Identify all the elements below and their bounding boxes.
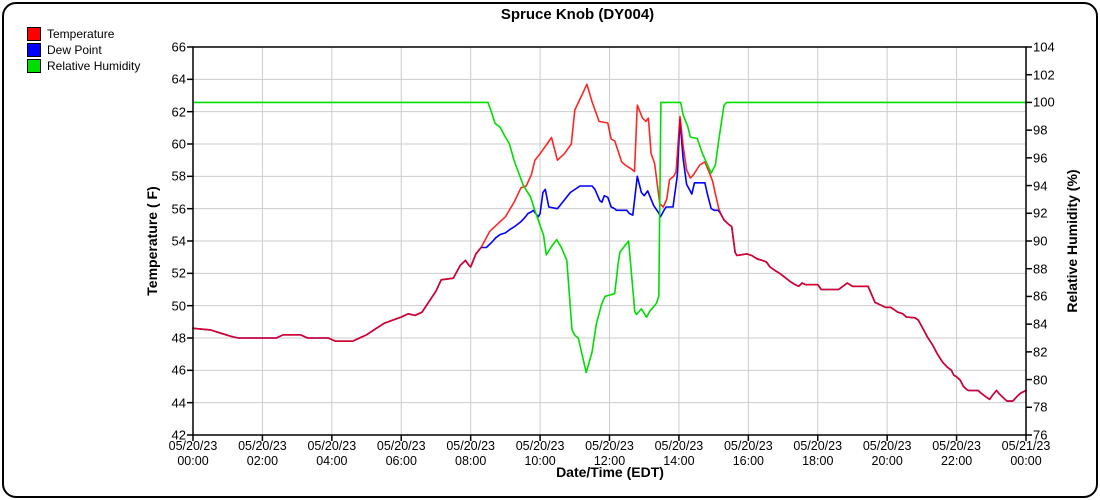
right-axis-tick-label: 92	[1033, 205, 1048, 221]
x-axis-tick-label: 05/20/23 06:00	[376, 439, 426, 468]
x-axis-tick-label: 05/20/23 08:00	[446, 439, 495, 468]
x-axis-tick-label: 05/20/23 10:00	[515, 439, 565, 468]
legend-item-temperature: Temperature	[27, 26, 140, 42]
right-axis-tick-label: 98	[1033, 122, 1048, 138]
x-axis-tick-label: 05/20/23 04:00	[307, 439, 357, 468]
right-axis-tick-label: 78	[1033, 399, 1048, 415]
right-axis-tick-label: 80	[1033, 372, 1048, 388]
x-axis-tick-label: 05/20/23 02:00	[238, 439, 287, 468]
right-axis-tick-label: 84	[1033, 316, 1048, 332]
legend-swatch-relative-humidity	[27, 59, 41, 73]
series-temperature-line	[192, 83, 1027, 402]
x-axis-tick-label: 05/20/23 18:00	[793, 439, 843, 468]
legend-label-temperature: Temperature	[47, 27, 115, 41]
left-axis-tick-label: 62	[171, 104, 186, 120]
right-axis-tick-label: 100	[1033, 94, 1055, 110]
legend-item-dew-point: Dew Point	[27, 42, 140, 58]
left-axis-tick-label: 46	[171, 362, 186, 378]
y-axis-label-temperature: Temperature ( F)	[144, 186, 160, 296]
right-axis-tick-label: 94	[1033, 178, 1048, 194]
x-axis-tick-label: 05/20/23 00:00	[168, 439, 218, 468]
right-axis-tick-label: 88	[1033, 261, 1048, 277]
right-axis-tick-label: 86	[1033, 288, 1048, 304]
right-axis-tick-label: 104	[1033, 39, 1055, 55]
left-axis-tick-label: 54	[171, 233, 186, 249]
series-relative-humidity-line	[192, 101, 1027, 374]
x-axis-tick-label: 05/20/23 16:00	[723, 439, 773, 468]
legend-label-relative-humidity: Relative Humidity	[47, 59, 141, 73]
right-axis-tick-label: 76	[1033, 427, 1048, 443]
legend-swatch-dew-point	[27, 43, 41, 57]
x-axis-tick-label: 05/20/23 14:00	[654, 439, 704, 468]
x-axis-tick-label: 05/20/23 12:00	[585, 439, 634, 468]
left-axis-tick-label: 66	[171, 39, 186, 55]
left-axis-tick-label: 52	[171, 265, 186, 281]
right-axis-tick-label: 82	[1033, 344, 1048, 360]
chart-legend: Temperature Dew Point Relative Humidity	[27, 26, 140, 74]
right-axis-tick-label: 90	[1033, 233, 1048, 249]
left-axis-tick-label: 44	[171, 395, 186, 411]
left-axis-tick-label: 48	[171, 330, 186, 346]
legend-item-relative-humidity: Relative Humidity	[27, 58, 140, 74]
x-axis-tick-label: 05/20/23 22:00	[932, 439, 981, 468]
y-axis-label-humidity: Relative Humidity (%)	[1064, 169, 1080, 313]
right-axis-tick-label: 96	[1033, 150, 1048, 166]
right-axis-tick-label: 102	[1033, 67, 1055, 83]
legend-label-dew-point: Dew Point	[47, 43, 102, 57]
x-axis-tick-label: 05/21/23 00:00	[1001, 439, 1051, 468]
x-axis-label: Date/Time (EDT)	[556, 464, 664, 480]
legend-swatch-temperature	[27, 27, 41, 41]
left-axis-tick-label: 60	[171, 136, 186, 152]
left-axis-tick-label: 58	[171, 168, 186, 184]
chart-title: Spruce Knob (DY004)	[500, 6, 655, 23]
left-axis-tick-label: 64	[171, 71, 186, 87]
left-axis-tick-label: 42	[171, 427, 186, 443]
left-axis-tick-label: 50	[171, 298, 186, 314]
x-axis-tick-label: 05/20/23 20:00	[862, 439, 912, 468]
left-axis-tick-label: 56	[171, 201, 186, 217]
